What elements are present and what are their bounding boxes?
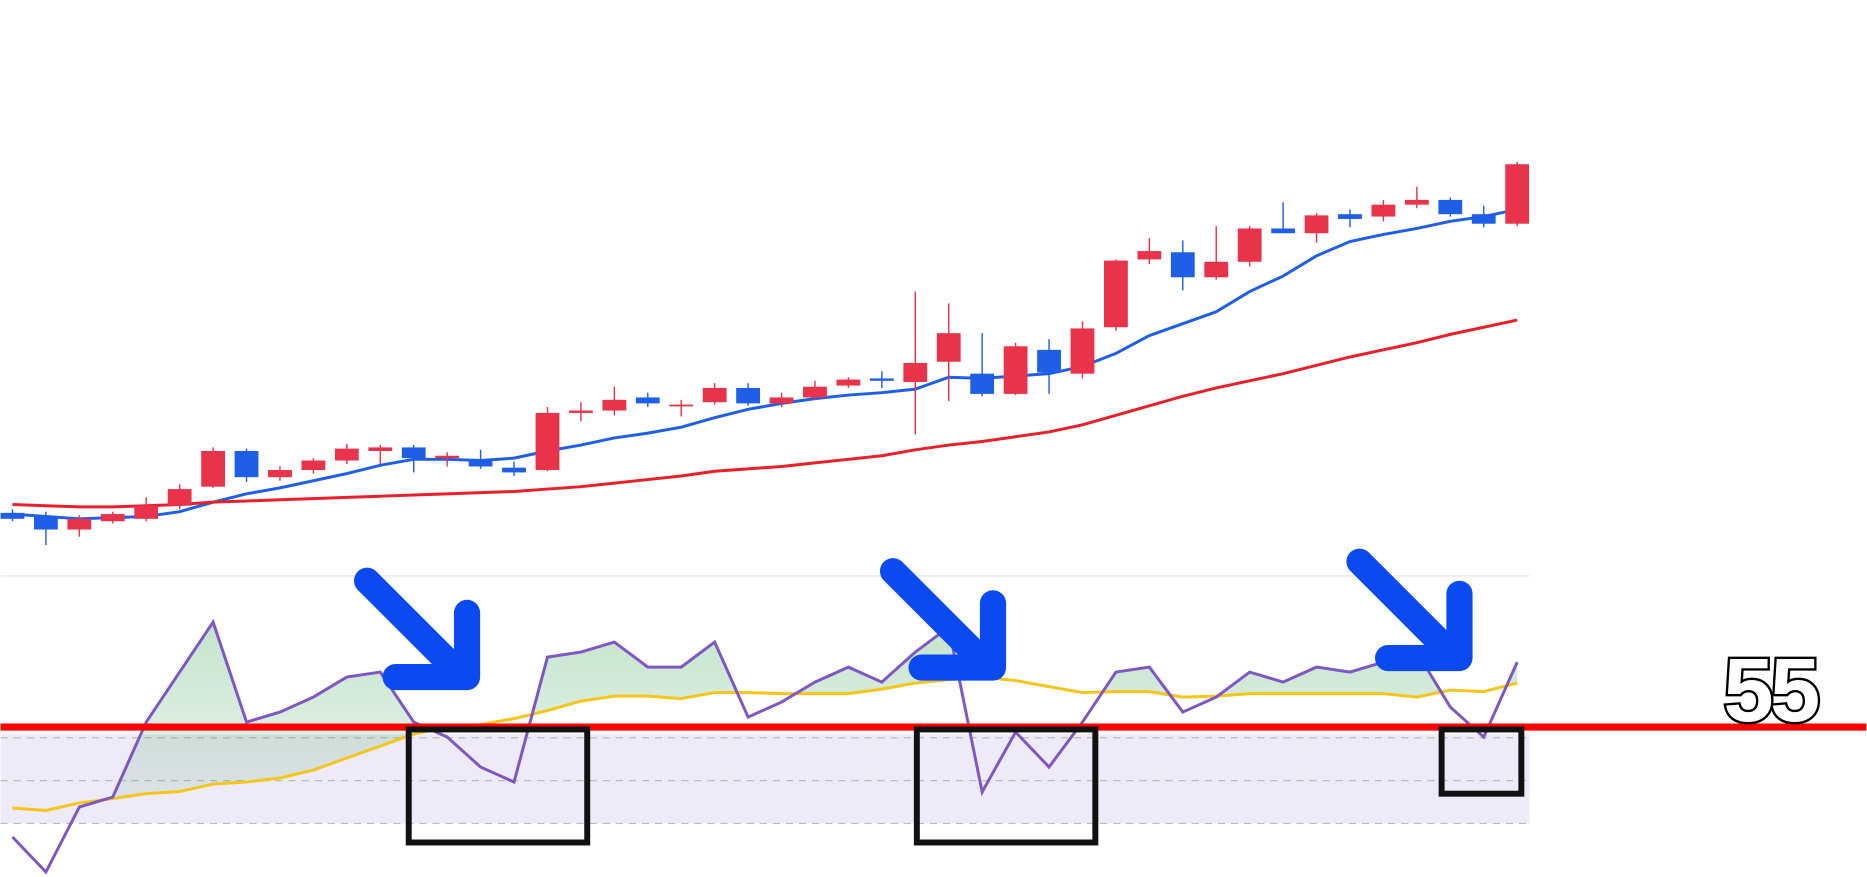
candle-body [1170, 252, 1195, 278]
highlight-box [405, 726, 591, 846]
candle-body [1037, 349, 1061, 373]
candle-body [635, 397, 660, 404]
candle-body [268, 470, 292, 478]
price-panel [0, 161, 1530, 546]
candle-body [301, 460, 326, 471]
candle-body [468, 459, 493, 467]
candle-body [100, 514, 125, 522]
candle-body [34, 516, 58, 530]
candle-body [401, 447, 426, 459]
moving-average [12, 207, 1518, 521]
candle-body [334, 448, 359, 461]
candle-body [1271, 228, 1296, 234]
candle-body [569, 410, 593, 413]
candle-body [134, 505, 159, 519]
candle-body [0, 512, 25, 519]
candle-body [736, 387, 761, 404]
candle-body [1137, 251, 1162, 260]
candle-body [1438, 199, 1463, 215]
candle-body [1104, 260, 1128, 328]
candle-body [869, 378, 894, 381]
arrow [353, 567, 481, 691]
candle-body [1070, 328, 1095, 374]
candle-body [1003, 346, 1028, 394]
oscillator-line [11, 618, 1519, 875]
candle-body [535, 412, 560, 471]
candle-body [368, 447, 393, 451]
arrow [879, 558, 1007, 681]
arrow [1346, 548, 1473, 672]
signal-line [12, 675, 1518, 812]
candle-body [1371, 204, 1396, 217]
candle-body [1505, 164, 1530, 224]
annotations [353, 548, 1525, 846]
candle-body [1304, 215, 1329, 234]
candle-body [67, 518, 92, 530]
level-label: 55 [1723, 640, 1818, 741]
candle-body [903, 362, 928, 382]
candle-body [1404, 199, 1429, 205]
candle-body [936, 333, 961, 362]
moving-average [12, 318, 1518, 509]
candle-body [167, 489, 192, 506]
candle-body [1471, 214, 1496, 224]
candle-body [201, 450, 225, 487]
candle-body [1338, 214, 1362, 219]
candle-body [435, 455, 460, 459]
candle-body [702, 387, 727, 403]
candle-body [803, 386, 827, 398]
highlight-box [913, 726, 1099, 846]
candle-body [836, 379, 861, 386]
candle-body [1237, 228, 1262, 262]
candle-body [502, 467, 526, 473]
candle-body [1204, 261, 1229, 278]
candle-body [234, 450, 259, 478]
highlight-box [1438, 726, 1525, 797]
candle-body [769, 397, 794, 404]
candle-body [602, 399, 627, 411]
candle-body [970, 373, 995, 394]
candle-body [669, 404, 694, 407]
